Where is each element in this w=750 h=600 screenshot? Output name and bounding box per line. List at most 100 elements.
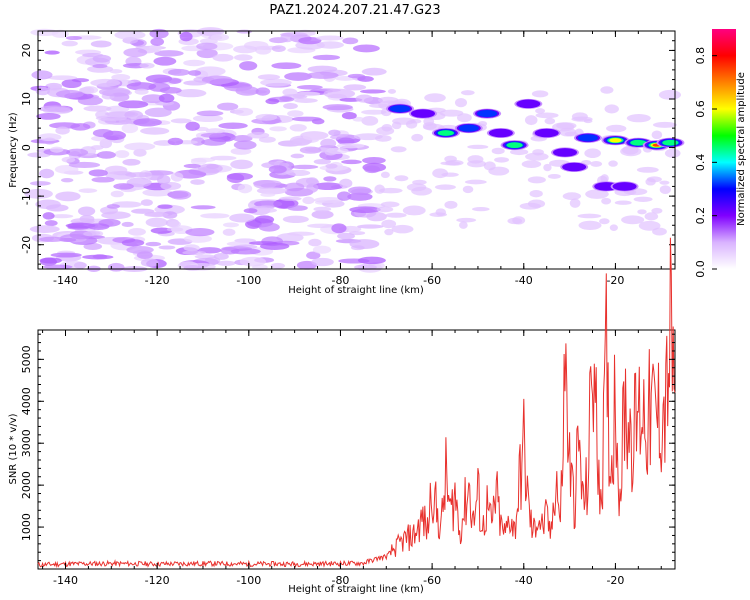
spectrogram-noise-blob [243, 208, 258, 214]
spectrogram-hotspot [410, 109, 435, 118]
spectrogram-noise-blob [175, 89, 207, 98]
x-tick-label: -20 [606, 274, 624, 287]
spectrogram-noise-blob [519, 202, 542, 210]
spectrogram-noise-blob [464, 179, 487, 185]
spectrogram-noise-blob [376, 126, 395, 136]
spectrogram-noise-blob [121, 239, 145, 247]
spectrogram-noise-blob [50, 252, 82, 258]
spectrogram-noise-blob [196, 110, 224, 117]
spectrogram-noise-blob [190, 205, 216, 210]
spectrogram-noise-blob [384, 228, 394, 236]
spectrogram-noise-blob [644, 212, 659, 221]
spectrogram-noise-blob [578, 220, 602, 230]
spectrogram-noise-blob [37, 133, 62, 142]
snr-x-label: Height of straight line (km) [288, 584, 424, 595]
spectrogram-noise-blob [145, 217, 168, 228]
spectrogram-noise-blob [226, 172, 253, 181]
spectrogram-noise-blob [133, 148, 147, 157]
spectrogram-noise-blob [92, 128, 114, 138]
spectrogram-noise-blob [313, 196, 344, 204]
spectrogram-hotspot [562, 162, 587, 172]
spectrogram-noise-blob [47, 75, 78, 81]
spectrogram-noise-blob [200, 132, 226, 138]
spectrogram-noise-blob [285, 169, 311, 177]
spectrogram-noise-blob [547, 173, 561, 179]
spectrogram-noise-blob [44, 220, 58, 227]
spectrogram-noise-blob [544, 117, 556, 125]
spectrogram-noise-blob [153, 56, 177, 66]
spectrogram-noise-blob [188, 70, 202, 76]
spectrogram-noise-blob [507, 217, 523, 225]
spectrogram-noise-blob [29, 181, 51, 186]
spectrogram-noise-blob [150, 37, 165, 46]
spectrogram-noise-blob [126, 177, 152, 188]
spectrogram-noise-blob [168, 220, 181, 228]
spectrogram-noise-blob [247, 132, 270, 139]
spectrogram-noise-blob [125, 172, 153, 178]
y-tick-label: 20 [20, 43, 33, 57]
spectrogram-noise-blob [113, 183, 134, 190]
spectrogram-noise-blob [307, 223, 335, 228]
spectrogram-noise-blob [590, 160, 603, 167]
spectrogram-noise-blob [80, 86, 95, 95]
spectrogram-noise-blob [357, 224, 384, 229]
spectrogram-noise-blob [601, 197, 612, 205]
spectrogram-noise-blob [302, 196, 315, 205]
spectrogram-noise-blob [217, 102, 239, 111]
spectrogram-noise-blob [134, 88, 149, 95]
spectrogram-noise-blob [51, 29, 69, 38]
spectrogram-noise-blob [527, 176, 546, 184]
spectrogram-noise-blob [98, 87, 131, 97]
spectrogram-noise-blob [233, 54, 253, 61]
spectrogram-noise-blob [494, 157, 510, 163]
spectrogram-noise-blob [183, 265, 202, 271]
spectrogram-noise-blob [252, 179, 282, 187]
spectrogram-noise-blob [456, 113, 472, 123]
spectrogram-noise-blob [111, 74, 131, 81]
snr-y-label: SNR (10 * v/v) [8, 413, 19, 484]
spectrogram-noise-blob [652, 227, 667, 236]
spectrogram-noise-blob [122, 158, 141, 166]
chart-title: PAZ1.2024.207.21.47.G23 [269, 3, 440, 18]
spectrogram-noise-blob [200, 213, 230, 219]
spectrogram-noise-blob [391, 224, 414, 234]
spectrogram-noise-blob [213, 253, 229, 260]
spectrogram-noise-blob [313, 159, 331, 165]
spectrogram-noise-blob [157, 204, 173, 209]
spectrogram-hotspot [609, 138, 622, 143]
spectrogram-x-label: Height of straight line (km) [288, 285, 424, 296]
spectrogram-noise-blob [284, 187, 314, 197]
y-tick-label: 0 [20, 144, 33, 151]
spectrogram-noise-blob [114, 150, 130, 158]
spectrogram-noise-blob [82, 52, 104, 58]
spectrogram-noise-blob [31, 70, 53, 80]
spectrogram-noise-blob [229, 213, 255, 223]
spectrogram-noise-blob [192, 114, 224, 123]
spectrogram-noise-blob [306, 71, 339, 79]
x-tick-label: -40 [515, 574, 533, 587]
spectrogram-noise-blob [237, 183, 253, 194]
spectrogram-noise-blob [54, 164, 79, 174]
spectrogram-noise-blob [402, 205, 426, 216]
spectrogram-noise-blob [636, 166, 659, 173]
spectrogram-noise-blob [268, 165, 287, 174]
spectrogram-noise-blob [183, 163, 201, 169]
x-tick-label: -140 [53, 574, 78, 587]
spectrogram-x-ticks: -140 -120 -100 -80 -60 -40 -20 [42, 31, 662, 287]
spectrogram-noise-blob [39, 168, 55, 179]
spectrogram-noise-blob [349, 231, 366, 236]
spectrogram-noise-blob [255, 87, 271, 96]
spectrogram-noise-blob [562, 192, 582, 201]
spectrogram-noise-blob [92, 63, 108, 69]
x-tick-label: -20 [606, 574, 624, 587]
spectrogram-noise-blob [376, 206, 394, 213]
spectrogram-noise-blob [92, 254, 108, 259]
spectrogram-noise-blob [510, 148, 529, 156]
spectrogram-noise-blob [61, 156, 76, 163]
spectrogram-hotspot [534, 128, 559, 138]
spectrogram-noise-blob [532, 149, 544, 156]
spectrogram-noise-blob [336, 143, 365, 149]
spectrogram-noise-blob [90, 78, 121, 87]
spectrogram-noise-blob [236, 29, 253, 34]
spectrogram-noise-blob [322, 104, 353, 111]
